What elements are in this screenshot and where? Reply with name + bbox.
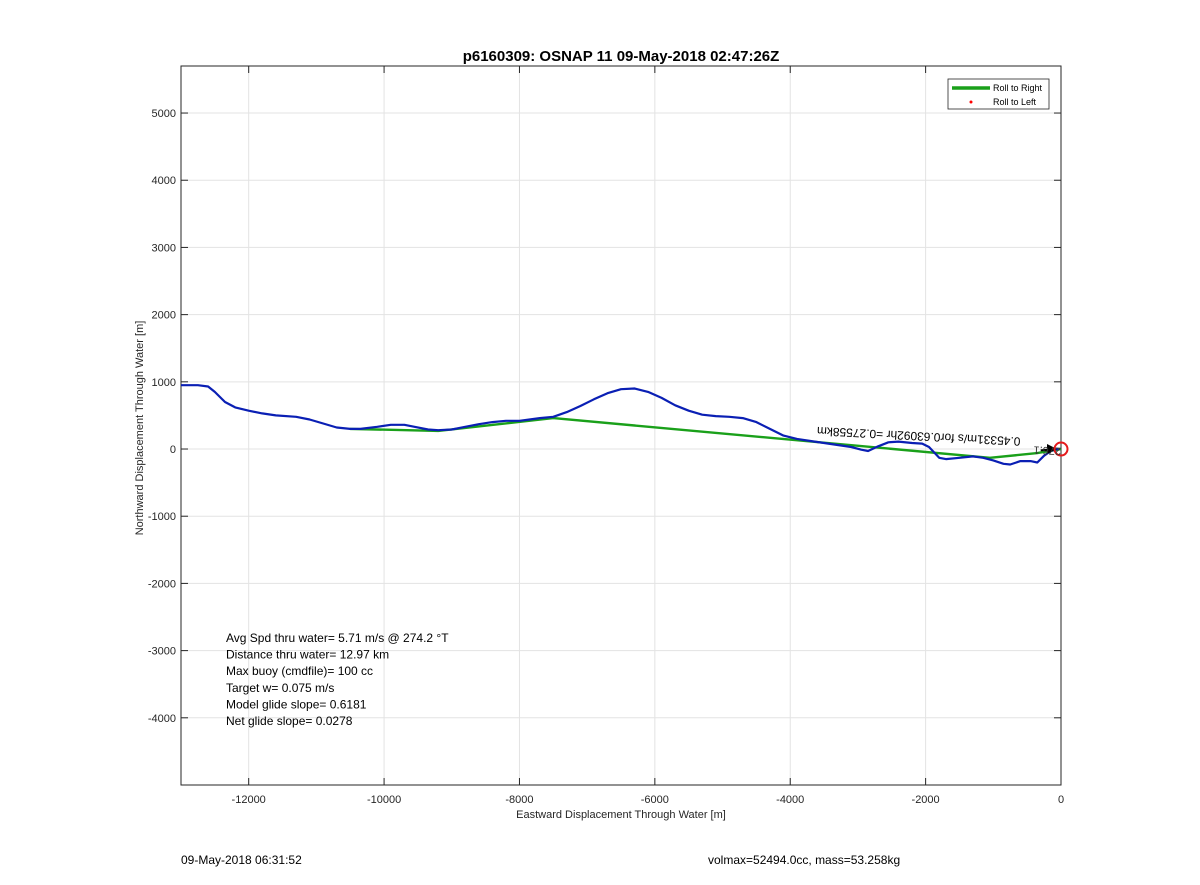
x-tick-label: -10000 (367, 794, 401, 806)
y-tick-label: 5000 (152, 108, 176, 120)
x-tick-label: -2000 (912, 794, 940, 806)
stats-annotation: Target w= 0.075 m/s (226, 681, 334, 695)
footer-mass-info: volmax=52494.0cc, mass=53.258kg (708, 853, 901, 867)
y-tick-label: 2000 (152, 310, 176, 322)
x-tick-label: -8000 (505, 794, 533, 806)
target-marker (1053, 441, 1069, 457)
axes-box (180, 65, 1062, 786)
chart-title: p6160309: OSNAP 11 09-May-2018 02:47:26Z (463, 48, 780, 65)
legend-box (947, 78, 1050, 110)
footer-timestamp: 09-May-2018 06:31:52 (181, 853, 302, 867)
y-axis-label: Northward Displacement Through Water [m] (134, 321, 146, 536)
axis-ticks: -12000 -10000 -8000 -6000 -4000 -2000 05000400… (148, 66, 1064, 806)
y-tick-label: -1000 (148, 511, 176, 523)
stats-annotation: Model glide slope= 0.6181 (226, 697, 367, 711)
y-tick-label: -2000 (148, 578, 176, 590)
legend-swatch-roll-left (969, 100, 973, 104)
y-tick-label: 4000 (152, 175, 176, 187)
y-tick-label: 1000 (152, 377, 176, 389)
trajectory-line (181, 384, 1059, 466)
y-tick-label: -3000 (148, 646, 176, 658)
y-tick-label: 3000 (152, 242, 176, 254)
grid-lines (181, 66, 1062, 785)
legend-label-roll-left: Roll to Left (993, 97, 1037, 107)
current-arrow-head (1047, 444, 1057, 455)
annotations: 0.45331m/s for0.63092hr =0.27558km276.1A… (226, 424, 1069, 728)
stats-annotation: Avg Spd thru water= 5.71 m/s @ 274.2 °T (226, 631, 449, 645)
x-tick-label: -4000 (776, 794, 804, 806)
roll-right-line (349, 416, 1061, 459)
stats-annotation: Max buoy (cmdfile)= 100 cc (226, 664, 373, 678)
y-tick-label: -4000 (148, 713, 176, 725)
x-axis-label: Eastward Displacement Through Water [m] (516, 809, 726, 821)
current-heading-label: 276.1 (1033, 443, 1061, 456)
x-tick-label: -12000 (232, 794, 266, 806)
x-tick-label: -6000 (641, 794, 669, 806)
legend: Roll to Right Roll to Left (947, 78, 1050, 110)
stats-annotation: Net glide slope= 0.0278 (226, 714, 353, 728)
y-tick-label: 0 (170, 444, 176, 456)
x-tick-label: 0 (1058, 794, 1064, 806)
stats-annotation: Distance thru water= 12.97 km (226, 648, 389, 662)
series-layer (181, 384, 1061, 466)
legend-label-roll-right: Roll to Right (993, 83, 1043, 93)
